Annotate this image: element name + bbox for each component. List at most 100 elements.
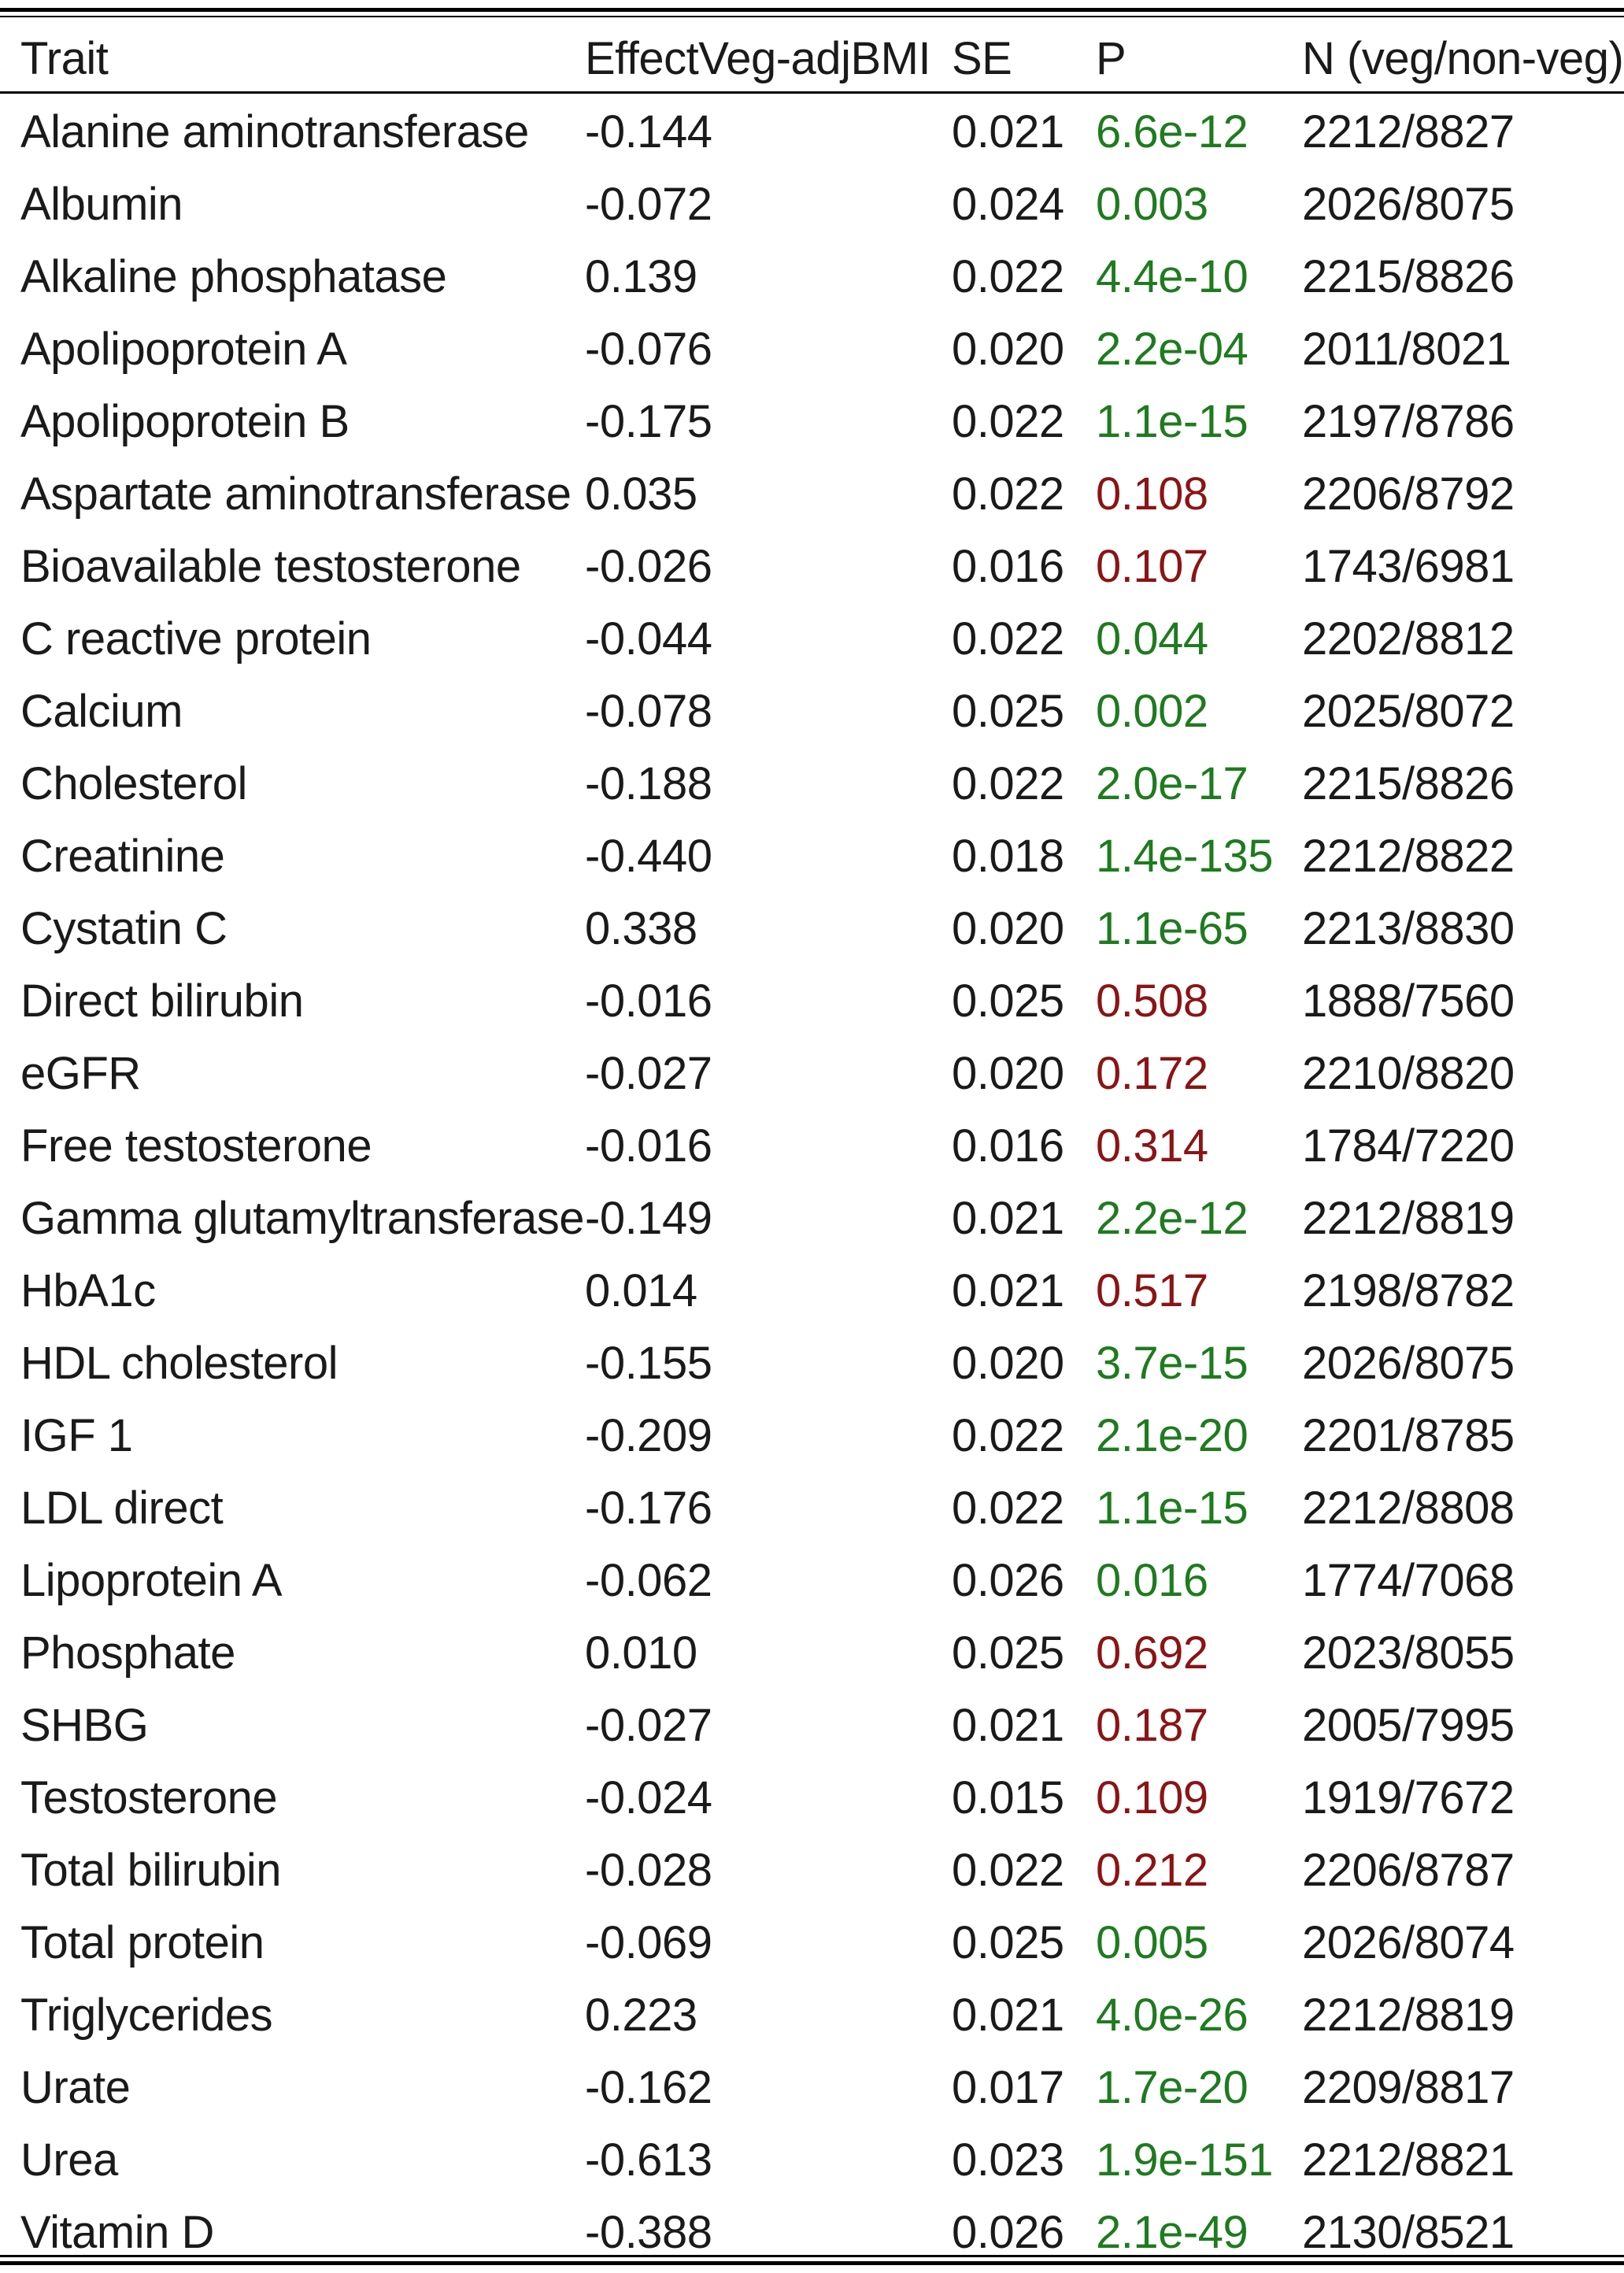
cell-n: 2212/8821 xyxy=(1302,2134,1515,2186)
cell-effect: -0.028 xyxy=(585,1845,712,1896)
cell-p: 2.2e-12 xyxy=(1096,1193,1249,1244)
cell-effect: -0.027 xyxy=(585,1700,712,1751)
cell-effect: -0.149 xyxy=(585,1193,712,1244)
cell-se: 0.016 xyxy=(952,541,1064,592)
cell-se: 0.025 xyxy=(952,1627,1064,1679)
cell-p: 2.2e-04 xyxy=(1096,324,1249,375)
header-n: N (veg/non-veg) xyxy=(1302,33,1624,84)
cell-effect: -0.188 xyxy=(585,758,712,809)
table-row: Testosterone -0.024 0.015 0.109 1919/7672 xyxy=(0,1762,1624,1834)
cell-effect: -0.175 xyxy=(585,396,712,447)
cell-trait: IGF 1 xyxy=(20,1410,133,1461)
cell-trait: Vitamin D xyxy=(20,2207,214,2258)
cell-n: 2212/8819 xyxy=(1302,1990,1515,2041)
bottom-rule-outer xyxy=(0,2261,1624,2265)
cell-n: 2202/8812 xyxy=(1302,613,1515,665)
table-row: Total protein -0.069 0.025 0.005 2026/8074 xyxy=(0,1907,1624,1979)
cell-p: 0.212 xyxy=(1096,1845,1208,1896)
cell-effect: -0.162 xyxy=(585,2062,712,2113)
cell-trait: Urea xyxy=(20,2134,118,2186)
bottom-rule-inner xyxy=(0,2255,1624,2257)
cell-se: 0.025 xyxy=(952,1917,1064,1968)
cell-p: 1.9e-151 xyxy=(1096,2134,1273,2186)
cell-p: 0.002 xyxy=(1096,686,1208,737)
table-row: C reactive protein -0.044 0.022 0.044 2202/8… xyxy=(0,603,1624,676)
cell-p: 1.7e-20 xyxy=(1096,2062,1249,2113)
cell-se: 0.022 xyxy=(952,758,1064,809)
top-rule-outer xyxy=(0,8,1624,12)
cell-trait: Triglycerides xyxy=(20,1990,273,2041)
cell-effect: -0.072 xyxy=(585,179,712,230)
cell-n: 2215/8826 xyxy=(1302,251,1515,302)
table-row: Urate -0.162 0.017 1.7e-20 2209/8817 xyxy=(0,2052,1624,2124)
cell-p: 4.4e-10 xyxy=(1096,251,1249,302)
cell-p: 0.187 xyxy=(1096,1700,1208,1751)
cell-p: 0.108 xyxy=(1096,468,1208,520)
table-row: IGF 1 -0.209 0.022 2.1e-20 2201/8785 xyxy=(0,1400,1624,1472)
cell-effect: 0.223 xyxy=(585,1990,697,2041)
header-effect: EffectVeg-adjBMI xyxy=(585,33,931,84)
cell-n: 2005/7995 xyxy=(1302,1700,1515,1751)
table-row: Aspartate aminotransferase 0.035 0.022 0.10… xyxy=(0,458,1624,531)
cell-n: 2011/8021 xyxy=(1302,324,1511,375)
cell-effect: -0.069 xyxy=(585,1917,712,1968)
cell-p: 0.109 xyxy=(1096,1772,1208,1823)
cell-p: 2.1e-49 xyxy=(1096,2207,1249,2258)
table-row: Free testosterone -0.016 0.016 0.314 1784/72… xyxy=(0,1110,1624,1183)
cell-n: 2212/8827 xyxy=(1302,106,1515,157)
cell-se: 0.023 xyxy=(952,2134,1064,2186)
cell-n: 1774/7068 xyxy=(1302,1555,1515,1606)
cell-effect: -0.144 xyxy=(585,106,712,157)
cell-se: 0.022 xyxy=(952,1845,1064,1896)
table-row: Creatinine -0.440 0.018 1.4e-135 2212/8822 xyxy=(0,820,1624,893)
cell-n: 2212/8808 xyxy=(1302,1483,1515,1534)
table-row: Vitamin D -0.388 0.026 2.1e-49 2130/8521 xyxy=(0,2197,1624,2269)
cell-n: 2201/8785 xyxy=(1302,1410,1515,1461)
cell-effect: -0.044 xyxy=(585,613,712,665)
cell-n: 2206/8787 xyxy=(1302,1845,1515,1896)
cell-p: 0.692 xyxy=(1096,1627,1208,1679)
cell-trait: SHBG xyxy=(20,1700,149,1751)
cell-n: 2215/8826 xyxy=(1302,758,1515,809)
cell-effect: -0.076 xyxy=(585,324,712,375)
cell-n: 2197/8786 xyxy=(1302,396,1515,447)
cell-n: 2130/8521 xyxy=(1302,2207,1515,2258)
cell-trait: Direct bilirubin xyxy=(20,975,304,1027)
table-row: HDL cholesterol -0.155 0.020 3.7e-15 2026/80… xyxy=(0,1327,1624,1400)
cell-trait: Alanine aminotransferase xyxy=(20,106,529,157)
cell-p: 1.1e-15 xyxy=(1096,1483,1249,1534)
cell-trait: Apolipoprotein A xyxy=(20,324,347,375)
header-p: P xyxy=(1096,33,1126,84)
cell-effect: 0.338 xyxy=(585,903,697,954)
cell-trait: Total protein xyxy=(20,1917,265,1968)
cell-effect: -0.016 xyxy=(585,975,712,1027)
cell-se: 0.022 xyxy=(952,468,1064,520)
cell-effect: 0.010 xyxy=(585,1627,697,1679)
cell-trait: Urate xyxy=(20,2062,131,2113)
cell-n: 2210/8820 xyxy=(1302,1048,1515,1099)
cell-se: 0.025 xyxy=(952,686,1064,737)
cell-n: 1888/7560 xyxy=(1302,975,1515,1027)
cell-n: 2198/8782 xyxy=(1302,1265,1515,1316)
cell-se: 0.020 xyxy=(952,903,1064,954)
table-row: Calcium -0.078 0.025 0.002 2025/8072 xyxy=(0,676,1624,748)
cell-se: 0.018 xyxy=(952,831,1064,882)
table-body: Alanine aminotransferase -0.144 0.021 6.6e-… xyxy=(0,96,1624,2269)
cell-n: 2026/8074 xyxy=(1302,1917,1515,1968)
cell-n: 2026/8075 xyxy=(1302,179,1515,230)
cell-trait: Cholesterol xyxy=(20,758,247,809)
cell-se: 0.016 xyxy=(952,1120,1064,1172)
cell-se: 0.017 xyxy=(952,2062,1064,2113)
cell-p: 4.0e-26 xyxy=(1096,1990,1249,2041)
cell-p: 1.1e-15 xyxy=(1096,396,1249,447)
cell-n: 2213/8830 xyxy=(1302,903,1515,954)
cell-trait: Alkaline phosphatase xyxy=(20,251,447,302)
cell-trait: eGFR xyxy=(20,1048,141,1099)
table-row: Cholesterol -0.188 0.022 2.0e-17 2215/8826 xyxy=(0,748,1624,820)
cell-p: 1.1e-65 xyxy=(1096,903,1249,954)
cell-n: 2212/8819 xyxy=(1302,1193,1515,1244)
cell-se: 0.025 xyxy=(952,975,1064,1027)
cell-se: 0.015 xyxy=(952,1772,1064,1823)
header-rule xyxy=(0,91,1624,94)
cell-trait: Lipoprotein A xyxy=(20,1555,283,1606)
